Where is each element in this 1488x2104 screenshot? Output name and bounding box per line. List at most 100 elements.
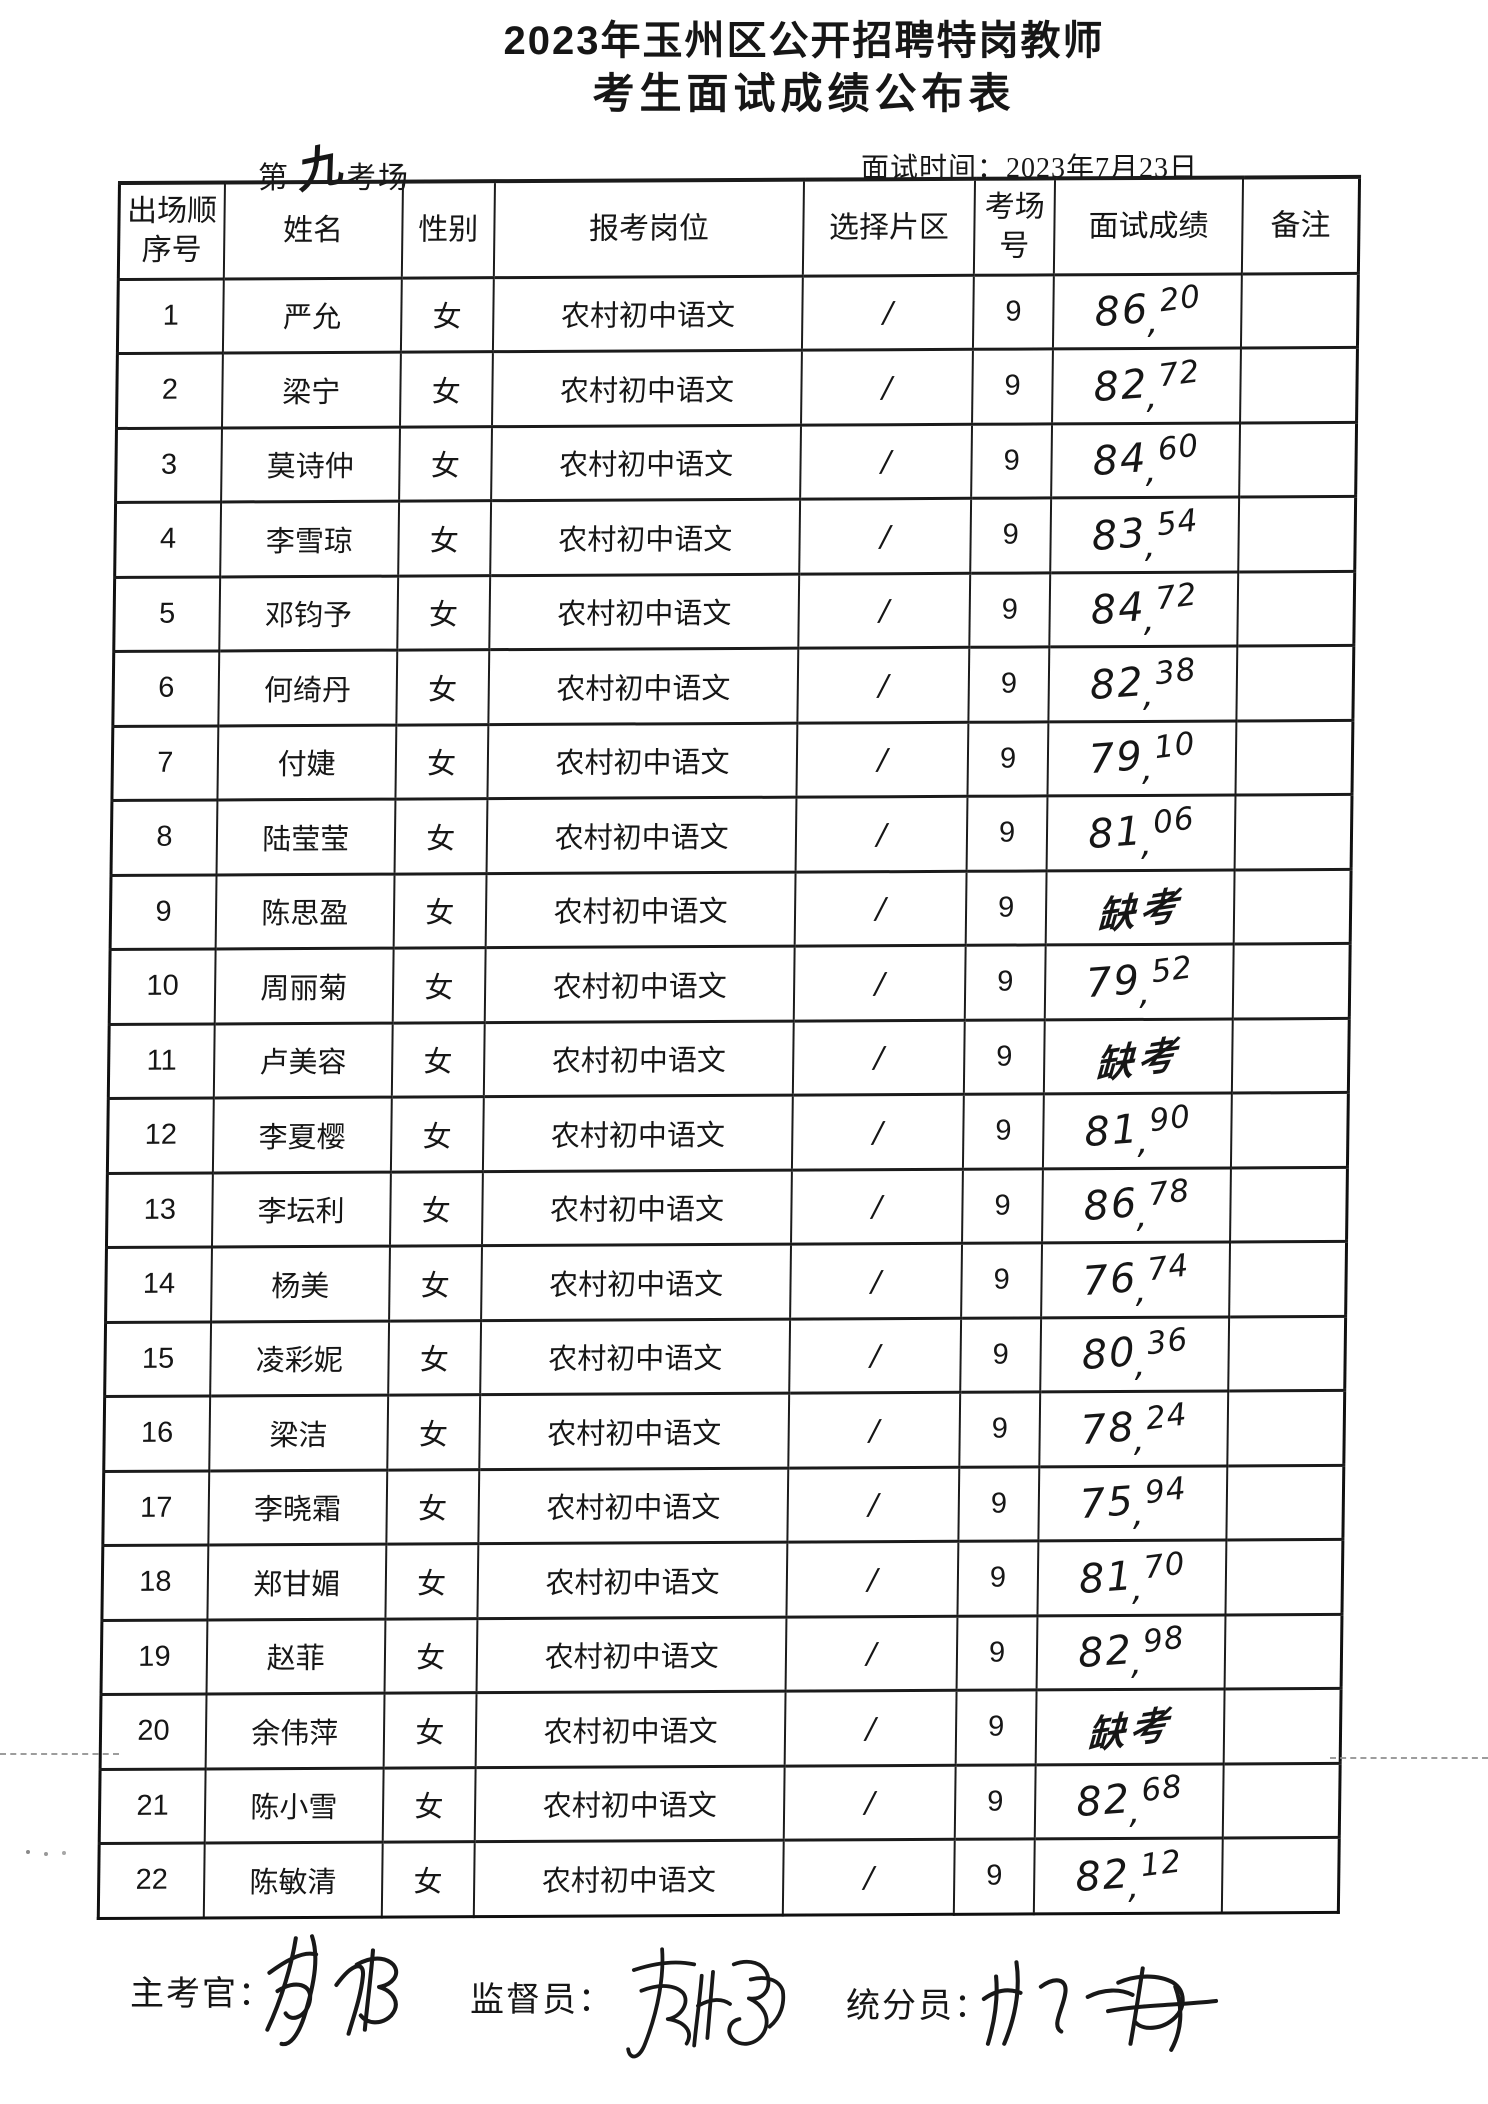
cell-position: 农村初中语文 [477,1542,788,1619]
cell-handwritten-score: 79,52 [1044,944,1234,1020]
cell-entry-order: 21 [99,1768,206,1844]
cell-remark [1222,1762,1341,1839]
cell-gender: 女 [385,1543,479,1619]
cell-gender: 女 [396,575,491,651]
cell-name: 周丽菊 [214,948,394,1024]
cell-room-number: 9 [958,1466,1040,1542]
cell-entry-order: 15 [104,1321,211,1397]
cell-gender: 女 [381,1841,475,1917]
page-subtitle: 考生面试成绩公布表 [592,70,1016,117]
cell-remark [1230,1166,1348,1243]
cell-district: / [783,1839,955,1915]
cell-room-number: 9 [953,1838,1035,1914]
cell-name: 莫诗仲 [221,426,400,502]
cell-room-number: 9 [962,1093,1045,1169]
cell-remark [1235,719,1353,796]
cell-handwritten-score: 缺考 [1035,1689,1225,1765]
cell-handwritten-score: 缺考 [1044,1018,1233,1094]
cell-room-number: 9 [969,572,1051,648]
exam-room-suffix: 考场 [346,162,410,195]
cell-district: / [793,1019,965,1096]
table-row: 1 严允 女 农村初中语文 / 9 86,20 [117,272,1359,354]
scan-speck-artifacts [26,1850,30,1854]
cell-gender: 女 [390,1096,484,1172]
cell-position: 农村初中语文 [491,350,803,427]
cell-handwritten-score: 81,90 [1043,1093,1232,1169]
cell-position: 农村初中语文 [483,1020,794,1097]
cell-entry-order: 13 [106,1172,213,1248]
exam-room-prefix: 第 [258,162,290,195]
cell-gender: 女 [383,1692,477,1768]
cell-entry-order: 18 [101,1544,209,1620]
cell-entry-order: 4 [114,501,222,577]
exam-room-label: 第九考场 [258,136,410,202]
cell-name: 梁洁 [209,1395,388,1471]
header-row: 出场顺序号 姓名 性别 报考岗位 选择片区 考场号 面试成绩 备注 [118,176,1360,279]
cell-entry-order: 8 [111,799,218,875]
cell-entry-order: 7 [111,725,219,801]
cell-district: / [800,423,972,500]
cell-entry-order: 19 [101,1619,208,1695]
cell-position: 农村初中语文 [473,1840,784,1917]
cell-position: 农村初中语文 [488,648,799,725]
cell-district: / [797,647,970,723]
cell-remark [1223,1688,1342,1764]
cell-position: 农村初中语文 [485,871,796,948]
table-row: 2 梁宁 女 农村初中语文 / 9 82,72 [116,347,1358,428]
cell-remark [1240,347,1358,423]
cell-entry-order: 5 [113,576,221,652]
table-row: 14 杨美 女 农村初中语文 / 9 76,74 [105,1241,1347,1322]
table-row: 16 梁洁 女 农村初中语文 / 9 78,24 [103,1390,1345,1471]
cell-gender: 女 [388,1245,482,1321]
cell-gender: 女 [395,724,489,800]
col-header-entry-order: 出场顺序号 [118,182,225,279]
cell-name: 陆莹莹 [216,799,396,875]
cell-entry-order: 16 [103,1395,211,1471]
cell-gender: 女 [389,1171,483,1247]
cell-gender: 女 [382,1767,476,1843]
table-row: 7 付婕 女 农村初中语文 / 9 79,10 [111,719,1353,801]
table-row: 9 陈思盈 女 农村初中语文 / 9 缺考 [110,868,1352,950]
chief-examiner-signature [265,1934,399,2047]
cell-remark [1237,570,1355,647]
cell-position: 农村初中语文 [478,1467,789,1544]
cell-room-number: 9 [963,1019,1045,1095]
cell-remark [1238,496,1356,572]
scan-fold-line-left [0,1753,119,1755]
cell-district: / [796,721,969,798]
cell-district: / [795,796,968,872]
cell-district: / [801,349,973,425]
cell-room-number: 9 [955,1689,1037,1765]
cell-entry-order: 10 [109,948,216,1024]
cell-name: 李夏樱 [212,1097,392,1173]
cell-district: / [785,1615,958,1692]
cell-district: / [790,1243,962,1319]
cell-position: 农村初中语文 [486,797,797,874]
cell-gender: 女 [386,1394,481,1470]
cell-remark [1234,794,1353,870]
cell-remark [1232,943,1351,1019]
cell-district: / [787,1466,960,1543]
cell-position: 农村初中语文 [491,424,802,501]
chief-examiner-label: 主考官： [130,1976,274,2013]
col-header-district: 选择片区 [803,178,975,276]
cell-handwritten-score: 82,72 [1052,348,1241,424]
cell-name: 凌彩妮 [210,1320,389,1396]
cell-position: 农村初中语文 [475,1691,786,1768]
cell-entry-order: 9 [110,874,217,950]
score-tallier-signature [981,1960,1219,2052]
cell-remark [1227,1390,1345,1466]
cell-district: / [793,945,966,1021]
document-header: 2023年玉州区公开招聘特岗教师 考生面试成绩公布表 [120,18,1488,118]
cell-gender: 女 [395,649,490,725]
cell-remark [1228,1315,1346,1392]
cell-handwritten-score: 75,94 [1038,1465,1228,1541]
cell-remark [1240,272,1359,349]
cell-position: 农村初中语文 [490,499,801,576]
score-tallier-label: 统分员： [846,1988,990,2025]
cell-room-number: 9 [968,646,1050,722]
table-row: 22 陈敏清 女 农村初中语文 / 9 82,12 [98,1837,1340,1918]
supervisor-signature [626,1947,786,2059]
cell-name: 李坛利 [211,1171,391,1247]
